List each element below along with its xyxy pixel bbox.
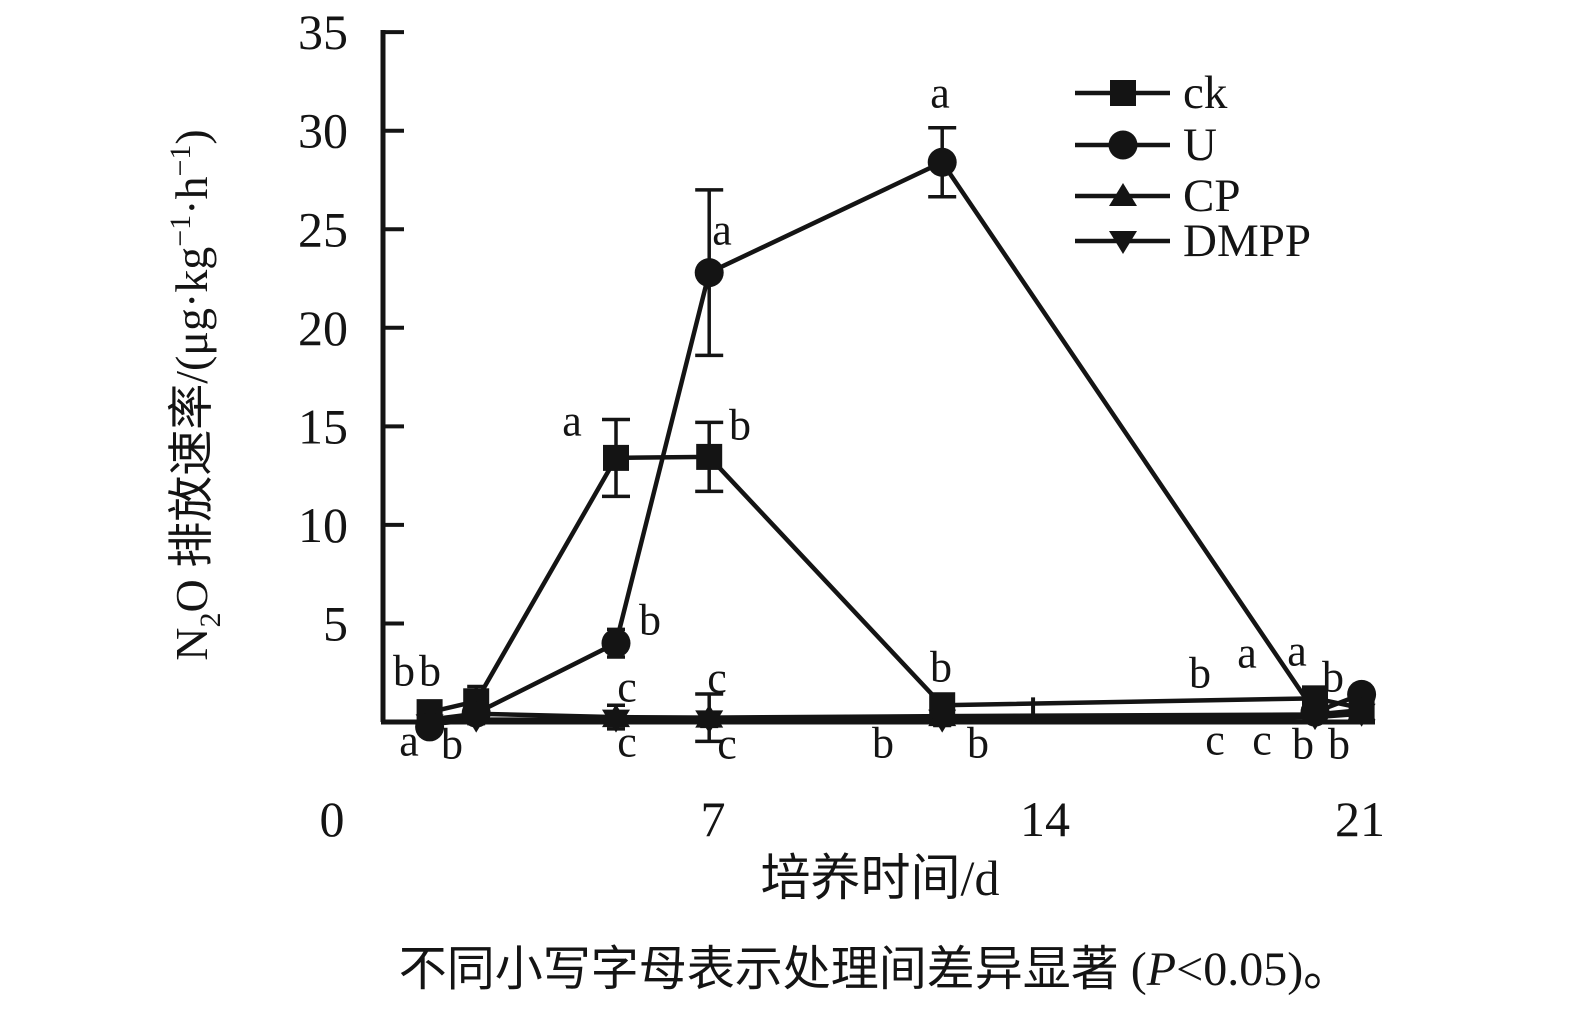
y-axis-ticks: 5 10 15 20 25 30 35: [298, 4, 404, 651]
marker-circle-U: [694, 258, 724, 288]
text-segment: O 排放速率/(μg·kg: [166, 247, 217, 613]
text-segment: 不同小写字母表示处理间差异显著 (: [399, 943, 1147, 996]
text-segment: −1: [164, 215, 197, 247]
legend-marker-circle: [1108, 130, 1138, 160]
text-segment: <0.05)。: [1176, 943, 1351, 996]
x-axis-title: 培养时间/d: [761, 850, 1000, 906]
sig-letter: b: [419, 647, 441, 696]
y-tick-label: 5: [323, 595, 348, 651]
series-line-ck: [429, 454, 1363, 715]
text-segment: ): [166, 129, 217, 144]
sig-letter: c: [717, 720, 737, 769]
sig-letter: c: [617, 718, 637, 767]
sig-letter: c: [1205, 716, 1225, 765]
marker-triangle-down-DMPP: [415, 714, 444, 738]
sig-letter: a: [930, 69, 950, 118]
y-tick-label: 25: [298, 201, 348, 257]
marker-triangle-down-DMPP: [1301, 707, 1329, 731]
x-tick-label: 14: [1020, 791, 1070, 847]
sig-letter: a: [399, 717, 419, 766]
legend-item-u: U: [1075, 119, 1217, 171]
text-segment: −1: [164, 145, 197, 177]
text-segment: N: [166, 628, 217, 661]
legend-marker-triangle-down: [1109, 231, 1137, 254]
marker-triangle-down-DMPP: [1347, 703, 1376, 727]
sig-letter: b: [872, 719, 894, 768]
sig-letter: a: [1287, 627, 1307, 676]
sig-letter: c: [617, 663, 637, 712]
legend-item-cp: CP: [1075, 170, 1241, 222]
marker-circle-U: [601, 628, 631, 658]
marker-triangle-down-DMPP: [462, 709, 491, 733]
sig-letter: b: [441, 720, 463, 769]
sig-letter: c: [707, 654, 727, 703]
y-axis-title: N2O 排放速率/(μg·kg−1·h−1): [164, 129, 227, 661]
marker-square-ck: [603, 444, 629, 471]
marker-circle-U: [927, 147, 957, 177]
marker-square-ck: [696, 443, 723, 470]
x-tick-label: 0: [320, 791, 345, 847]
y-tick-label: 20: [298, 300, 348, 356]
sig-letter: b: [393, 647, 415, 696]
marker-circle-U: [1347, 679, 1377, 709]
text-segment: P: [1146, 943, 1176, 996]
y-tick-label: 15: [298, 398, 348, 454]
data-markers: [415, 147, 1377, 742]
x-tick-label: 7: [701, 791, 726, 847]
sig-letter: a: [562, 397, 582, 446]
marker-triangle-down-DMPP: [928, 709, 957, 733]
sig-letter: b: [967, 719, 989, 768]
sig-letter: c: [1252, 716, 1272, 765]
x-axis-tick-labels: 0 7 14 21: [320, 791, 1386, 847]
sig-letter: b: [639, 596, 661, 645]
text-segment: 2: [194, 613, 227, 628]
sig-letter: b: [1292, 720, 1314, 769]
sig-letter: b: [729, 401, 751, 450]
marker-triangle-down-DMPP: [602, 709, 630, 733]
legend-item-ck: ck: [1075, 67, 1228, 119]
y-tick-label: 35: [298, 4, 348, 60]
sig-letter: a: [712, 206, 732, 255]
legend-label: U: [1183, 119, 1217, 171]
legend-label: DMPP: [1183, 215, 1311, 267]
legend-label: ck: [1183, 67, 1228, 119]
plot-axes: [380, 30, 1375, 725]
legend-marker-square: [1110, 80, 1136, 106]
y-tick-label: 30: [298, 103, 348, 159]
legend-marker-triangle-up: [1109, 183, 1137, 206]
legend-label: CP: [1183, 170, 1241, 222]
text-segment: ·h: [166, 176, 217, 214]
sig-letter: b: [930, 643, 952, 692]
figure-caption: 不同小写字母表示处理间差异显著 (P<0.05)。: [399, 943, 1351, 996]
sig-letter: b: [1189, 649, 1211, 698]
marker-triangle-down-DMPP: [695, 710, 724, 734]
sig-letter: b: [1328, 720, 1350, 769]
sig-letter: b: [1322, 653, 1344, 702]
x-tick-label: 21: [1335, 791, 1385, 847]
sig-letter: a: [1237, 629, 1257, 678]
y-tick-label: 10: [298, 497, 348, 553]
legend-item-dmpp: DMPP: [1075, 215, 1311, 267]
